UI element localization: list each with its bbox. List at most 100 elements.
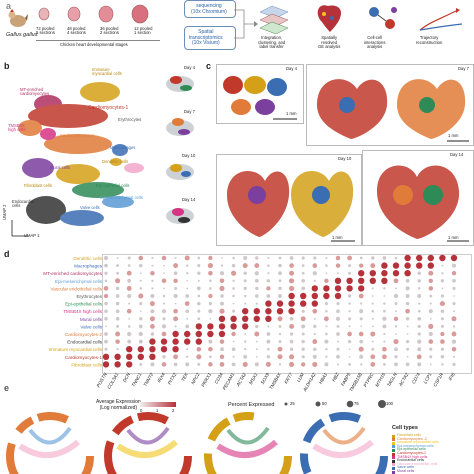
dotplot-dot — [162, 355, 166, 359]
dotplot-dot — [221, 257, 223, 259]
dotplot-dot — [301, 278, 306, 283]
dotplot-dot — [358, 293, 364, 299]
dotplot-dot — [312, 271, 317, 276]
dotplot-dot — [243, 354, 248, 359]
dotplot-gene-label: LUM — [296, 372, 305, 383]
step-spatial: Spatially resolved GE analysis — [318, 35, 341, 50]
section-day10 — [216, 154, 362, 246]
section-day7-label: Day 7 — [458, 66, 469, 71]
dotplot-dot — [218, 330, 226, 338]
dotplot-dot — [104, 263, 108, 268]
dotplot-dot — [440, 294, 445, 298]
color-legend-bar — [140, 402, 176, 407]
dotplot-dot — [161, 255, 167, 261]
spatial-text: Spatial transcriptomics (10x Visium) — [189, 29, 223, 46]
dotplot-dot — [231, 270, 237, 276]
dotplot-dot — [243, 279, 247, 283]
section-day14-scale: 1 mm — [448, 235, 459, 240]
dotplot-dot — [371, 256, 375, 260]
dotplot-dot — [127, 256, 131, 260]
sc-seq-box: sequencing (10x Chromium) — [184, 0, 236, 18]
dotplot-dot — [382, 324, 387, 329]
dotplot-dot — [278, 332, 282, 336]
dotplot-dot — [174, 286, 178, 290]
legend-swatch — [392, 448, 395, 452]
dotplot-dot — [334, 285, 342, 292]
dotplot-dot — [348, 325, 351, 328]
dotplot-dot — [289, 339, 294, 344]
dotplot-row-label: Erythrocytes — [76, 294, 102, 299]
dotplot-dot — [115, 339, 120, 344]
dotplot-dot — [324, 278, 329, 284]
dotplot-dot — [139, 310, 142, 313]
dotplot-dot — [253, 315, 260, 322]
dotplot-dot — [406, 333, 409, 335]
dotplot-dot — [439, 301, 445, 307]
dotplot-dot — [232, 309, 236, 313]
dotplot-row-label: Cardiomyocytes-1 — [65, 355, 102, 360]
dotplot-dot — [429, 355, 433, 359]
dotplot-row-label: Endocardial cells — [67, 340, 102, 345]
dotplot-dot — [392, 270, 400, 277]
dotplot-dot — [325, 355, 328, 358]
dotplot-dot — [195, 323, 202, 330]
dotplot-dot — [219, 271, 225, 276]
dotplot-dot — [417, 362, 422, 367]
dotplot-dot — [207, 323, 214, 330]
dotplot-dot — [103, 293, 109, 299]
dotplot-dot — [370, 362, 376, 367]
dotplot-dot — [405, 308, 410, 314]
dotplot-dot — [451, 316, 457, 322]
dotplot-dot — [253, 308, 260, 315]
legend-label: Vascular endothelial cells — [397, 461, 438, 466]
dotplot-dot — [265, 315, 272, 322]
section-day14 — [362, 150, 474, 246]
label-endocardial: Endocardial cells — [12, 199, 35, 209]
dotplot-dot — [277, 354, 283, 360]
dotplot-dot — [254, 271, 259, 276]
dotplot-dot — [185, 309, 189, 313]
dotplot-dot — [115, 309, 120, 314]
dotplot-dot — [208, 346, 213, 352]
dotplot-gene-label: IFI6 — [448, 372, 457, 382]
legend-label: Fibroblast cells — [397, 433, 421, 437]
merge-arrow-icon — [234, 9, 258, 39]
stage-icons — [38, 4, 149, 24]
dotplot-gene-label: CSF1R — [432, 371, 444, 387]
dotplot-dot — [267, 347, 270, 351]
dotplot-dot — [278, 324, 282, 328]
label-mt: MT-enriched cardiomyocytes — [20, 87, 50, 97]
dotplot-dot — [161, 278, 167, 284]
dotplot-dot — [301, 271, 305, 275]
dotplot-dot — [162, 294, 166, 298]
dotplot-dot — [395, 310, 397, 313]
dotplot-dot — [278, 279, 282, 283]
dotplot-row-label: Vascular endothelial cells — [51, 286, 103, 291]
dotplot-dot — [429, 302, 432, 305]
dotplot-dot — [138, 324, 143, 329]
dotplot-dot — [127, 264, 131, 267]
dotplot-dot — [184, 301, 190, 306]
dotplot-dot — [173, 278, 178, 284]
dotplot-dot — [312, 263, 318, 268]
sample-day4: 72 pooled 5 sections — [36, 26, 55, 36]
dotplot-dot — [255, 256, 259, 260]
umap-day4: Day 4 — [184, 65, 195, 70]
dotplot-dot — [440, 355, 445, 359]
dotplot-dot — [429, 363, 432, 366]
dotplot-dot — [163, 287, 165, 290]
dotplot-dot — [381, 270, 388, 277]
dotplot-dot — [452, 302, 456, 306]
dotplot-dot — [358, 331, 364, 337]
dotplot-dot — [232, 287, 235, 290]
dotplot-dot — [161, 309, 167, 314]
dotplot-dot — [186, 348, 189, 351]
label-cm2: Cardiomyocytes-2 — [60, 133, 94, 138]
dotplot-dot — [254, 362, 259, 367]
dotplot-dot — [323, 292, 330, 300]
dotplot-dot — [231, 331, 236, 337]
dotplot-row-label: TMSB4X high cells — [63, 309, 103, 314]
legend-swatch — [392, 470, 395, 474]
dotplot-dot — [336, 332, 340, 336]
dotplot-dot — [255, 348, 258, 351]
